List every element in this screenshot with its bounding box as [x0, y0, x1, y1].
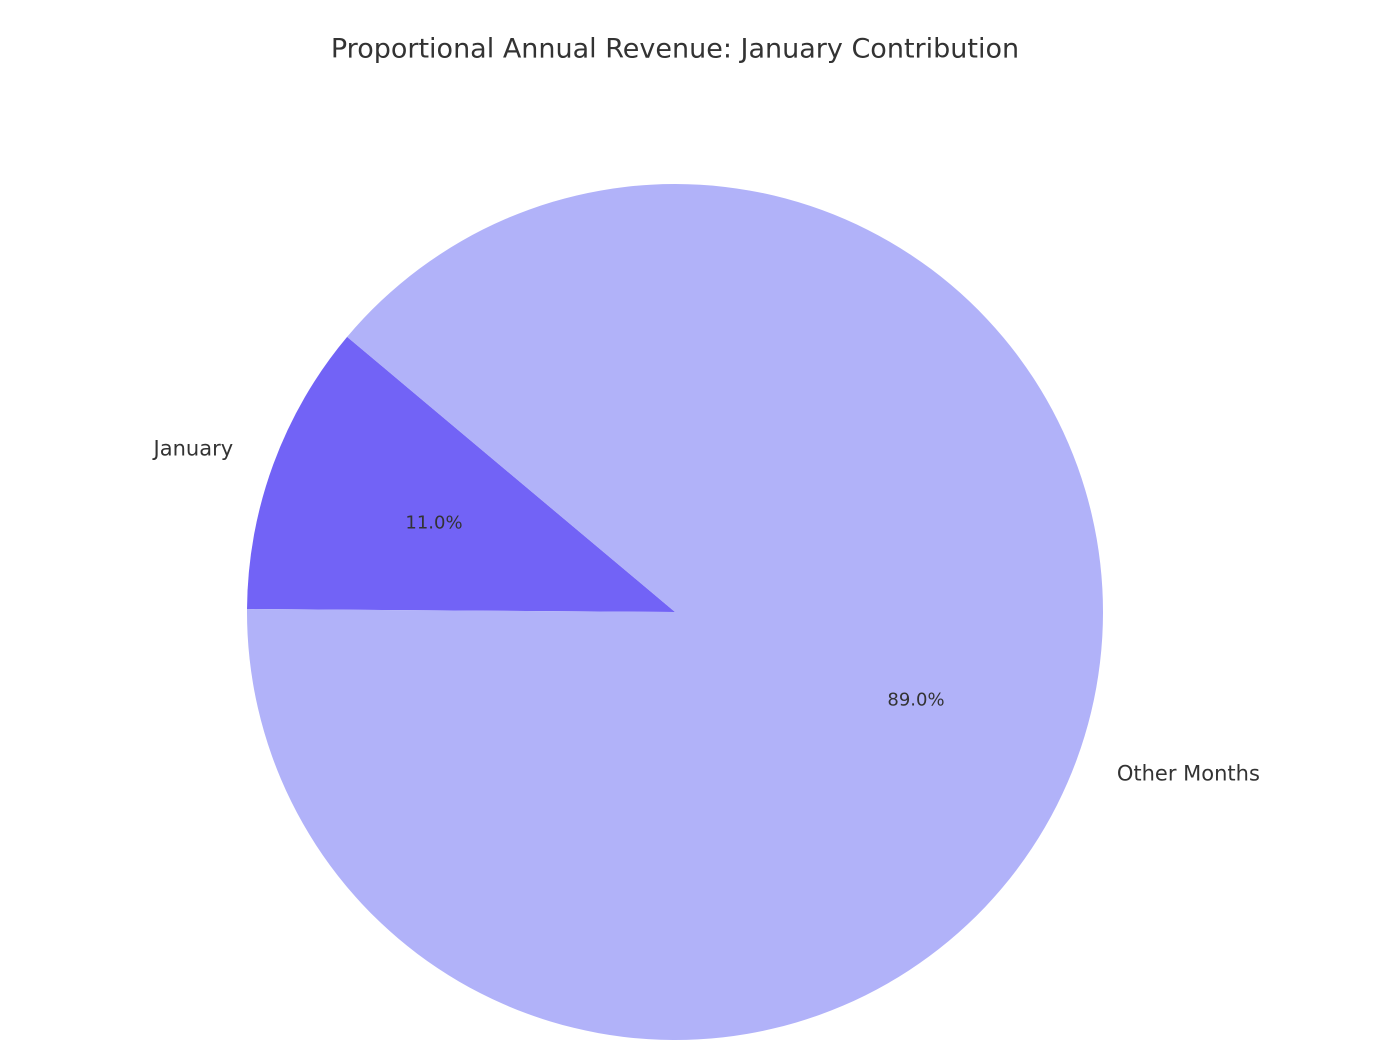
pie-slice	[247, 183, 1104, 1040]
value-label: 89.0%	[887, 690, 944, 711]
chart-title: Proportional Annual Revenue: January Con…	[331, 34, 1019, 65]
slice-label: January	[152, 436, 234, 460]
value-label: 11.0%	[405, 512, 462, 533]
pie-slice	[247, 336, 675, 612]
slice-label: Other Months	[1117, 762, 1260, 786]
